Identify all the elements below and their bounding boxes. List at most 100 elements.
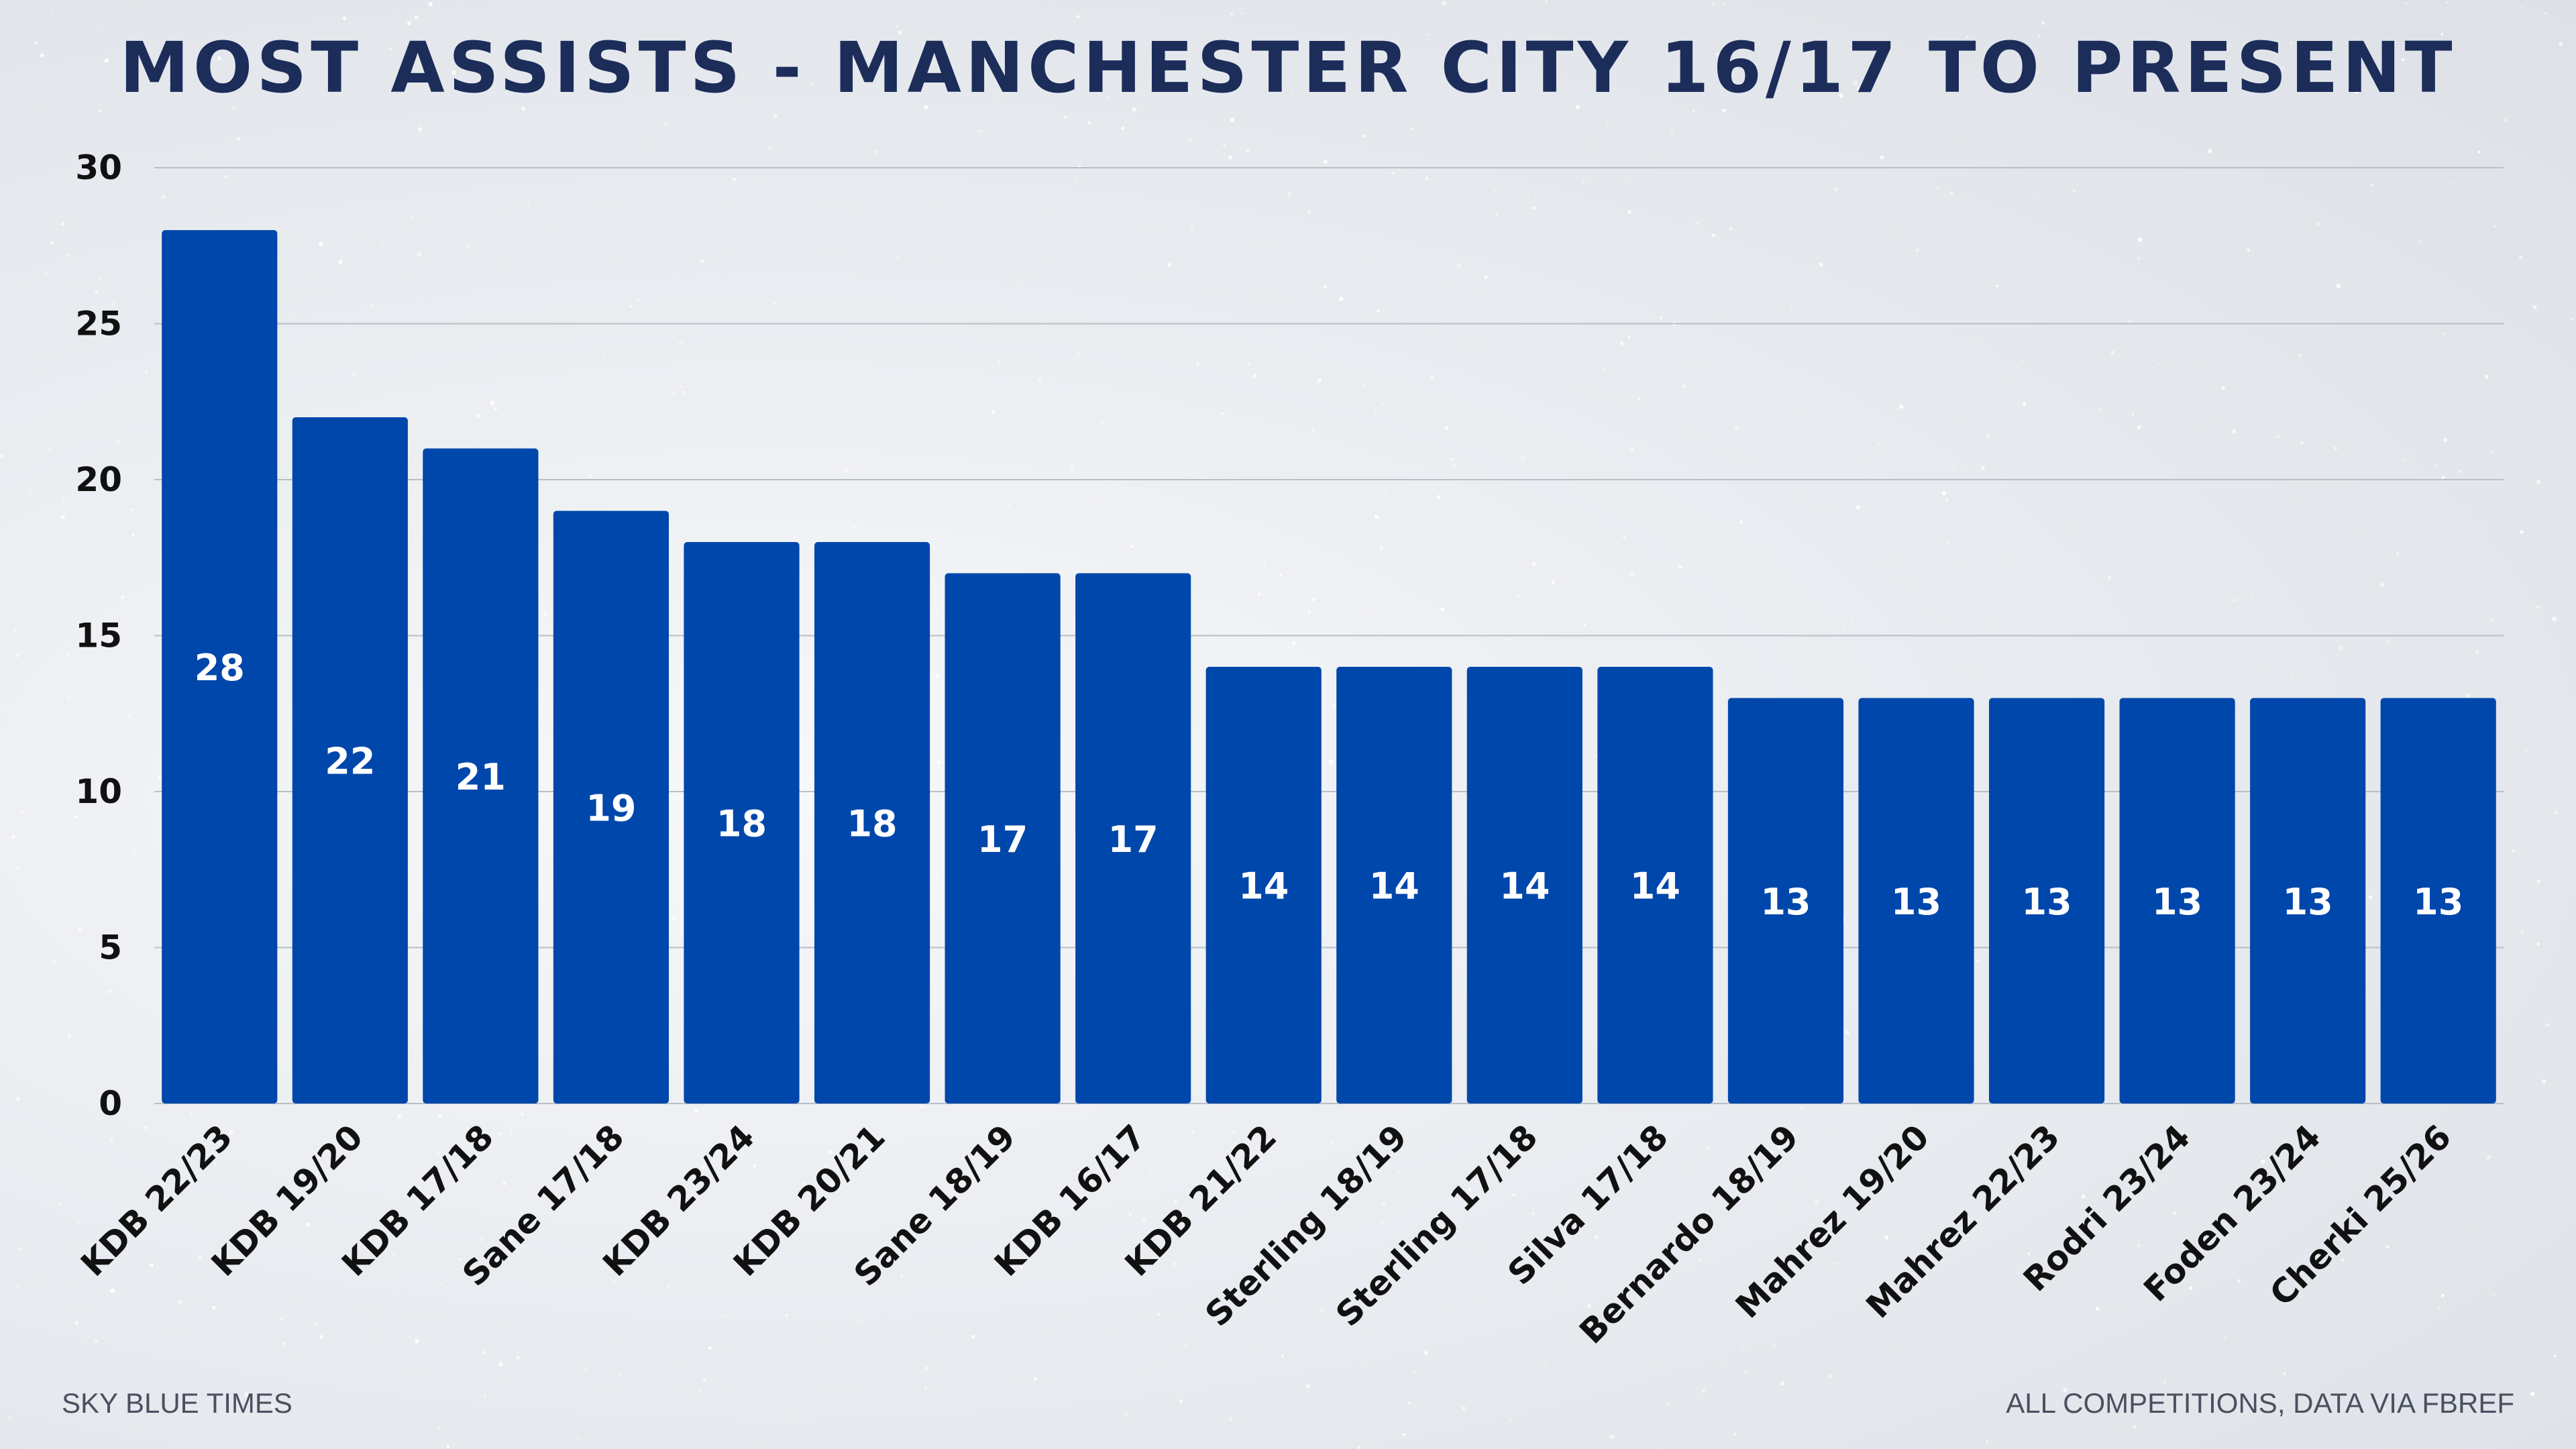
snow-speck: [2260, 1159, 2265, 1165]
snow-speck: [1546, 0, 1548, 3]
snow-speck: [1495, 213, 1498, 217]
snow-speck: [2544, 12, 2546, 15]
data-label: 22: [325, 741, 375, 783]
snow-speck: [1362, 384, 1365, 388]
snow-speck: [414, 15, 419, 19]
snow-speck: [48, 447, 52, 451]
snow-speck: [1257, 592, 1260, 596]
snow-speck: [1359, 1366, 1361, 1368]
snow-speck: [90, 784, 93, 787]
snow-speck: [1331, 1141, 1334, 1144]
snow-speck: [50, 492, 52, 494]
snow-speck: [896, 25, 898, 28]
snow-speck: [11, 835, 15, 839]
snow-speck: [2124, 1426, 2125, 1428]
snow-speck: [1833, 186, 1838, 192]
snow-speck: [2536, 604, 2540, 609]
snow-speck: [1627, 335, 1631, 339]
snow-speck: [438, 1114, 443, 1118]
data-label: 17: [1108, 818, 1159, 861]
snow-speck: [1411, 127, 1415, 131]
snow-speck: [1877, 443, 1880, 446]
snow-speck: [95, 290, 98, 294]
snow-speck: [2290, 672, 2293, 676]
snow-speck: [1898, 404, 1904, 409]
snow-speck: [630, 305, 633, 308]
snow-speck: [78, 321, 83, 326]
snow-speck: [289, 474, 291, 476]
snow-speck: [304, 274, 307, 277]
snow-speck: [2098, 407, 2101, 411]
snow-speck: [1020, 278, 1023, 282]
snow-speck: [1457, 263, 1462, 268]
snow-speck: [1359, 610, 1362, 612]
bar: [292, 417, 408, 1104]
snow-speck: [1659, 316, 1663, 319]
snow-speck: [1407, 1401, 1411, 1405]
data-label: 13: [2021, 881, 2072, 923]
bar: [1205, 667, 1322, 1104]
snow-speck: [1189, 138, 1192, 141]
snow-speck: [1856, 505, 1860, 510]
snow-speck: [332, 1129, 335, 1132]
snow-speck: [1381, 1201, 1386, 1206]
snow-speck: [2357, 1228, 2359, 1230]
snow-speck: [314, 1323, 317, 1326]
snow-speck: [1263, 331, 1265, 333]
snow-speck: [945, 43, 949, 46]
snow-speck: [1857, 87, 1861, 91]
snow-speck: [1303, 1104, 1305, 1107]
y-tick-label: 30: [75, 148, 122, 187]
snow-speck: [320, 1147, 325, 1152]
snow-speck: [2246, 1191, 2249, 1195]
snow-speck: [2283, 1372, 2286, 1375]
snow-speck: [1884, 1235, 1889, 1240]
snow-speck: [977, 129, 981, 133]
source-brand: SKY BLUE TIMES: [62, 1387, 292, 1419]
snow-speck: [2536, 879, 2540, 883]
snow-speck: [370, 303, 374, 307]
snow-speck: [2133, 1424, 2137, 1429]
snow-speck: [2035, 197, 2037, 199]
snow-speck: [1252, 373, 1257, 378]
snow-speck: [1880, 155, 1884, 160]
snow-speck: [2276, 435, 2280, 439]
snow-speck: [1173, 1220, 1175, 1221]
snow-speck: [2137, 237, 2142, 242]
y-tick-label: 0: [99, 1084, 122, 1123]
data-label: 14: [1630, 865, 1680, 908]
snow-speck: [20, 810, 23, 813]
snow-speck: [1467, 1187, 1472, 1192]
snow-speck: [2137, 1243, 2141, 1247]
snow-speck: [1507, 50, 1511, 54]
snow-speck: [603, 356, 606, 358]
snow-speck: [2200, 362, 2202, 365]
snow-speck: [2516, 1424, 2518, 1427]
snow-speck: [2108, 576, 2112, 580]
snow-speck: [1307, 210, 1311, 214]
snow-speck: [2336, 283, 2341, 288]
snow-speck: [499, 1132, 502, 1135]
snow-speck: [1324, 622, 1328, 626]
snow-speck: [2443, 437, 2448, 442]
bar: [684, 542, 800, 1104]
y-tick-label: 20: [75, 460, 122, 499]
snow-speck: [1377, 309, 1380, 313]
snow-speck: [66, 696, 71, 700]
snow-speck: [619, 1373, 621, 1376]
snow-speck: [2518, 255, 2523, 260]
snow-speck: [549, 225, 551, 228]
snow-speck: [1453, 464, 1456, 467]
snow-speck: [2237, 1279, 2241, 1283]
snow-speck: [2520, 930, 2524, 934]
snow-speck: [1839, 93, 1843, 98]
snow-speck: [1695, 221, 1699, 225]
snow-speck: [1570, 555, 1573, 558]
snow-speck: [1512, 1193, 1515, 1197]
snow-speck: [2341, 1258, 2345, 1262]
snow-speck: [920, 1104, 924, 1109]
snow-speck: [45, 105, 47, 107]
snow-speck: [1195, 362, 1200, 366]
snow-speck: [1123, 1412, 1128, 1417]
snow-speck: [1157, 1250, 1161, 1253]
